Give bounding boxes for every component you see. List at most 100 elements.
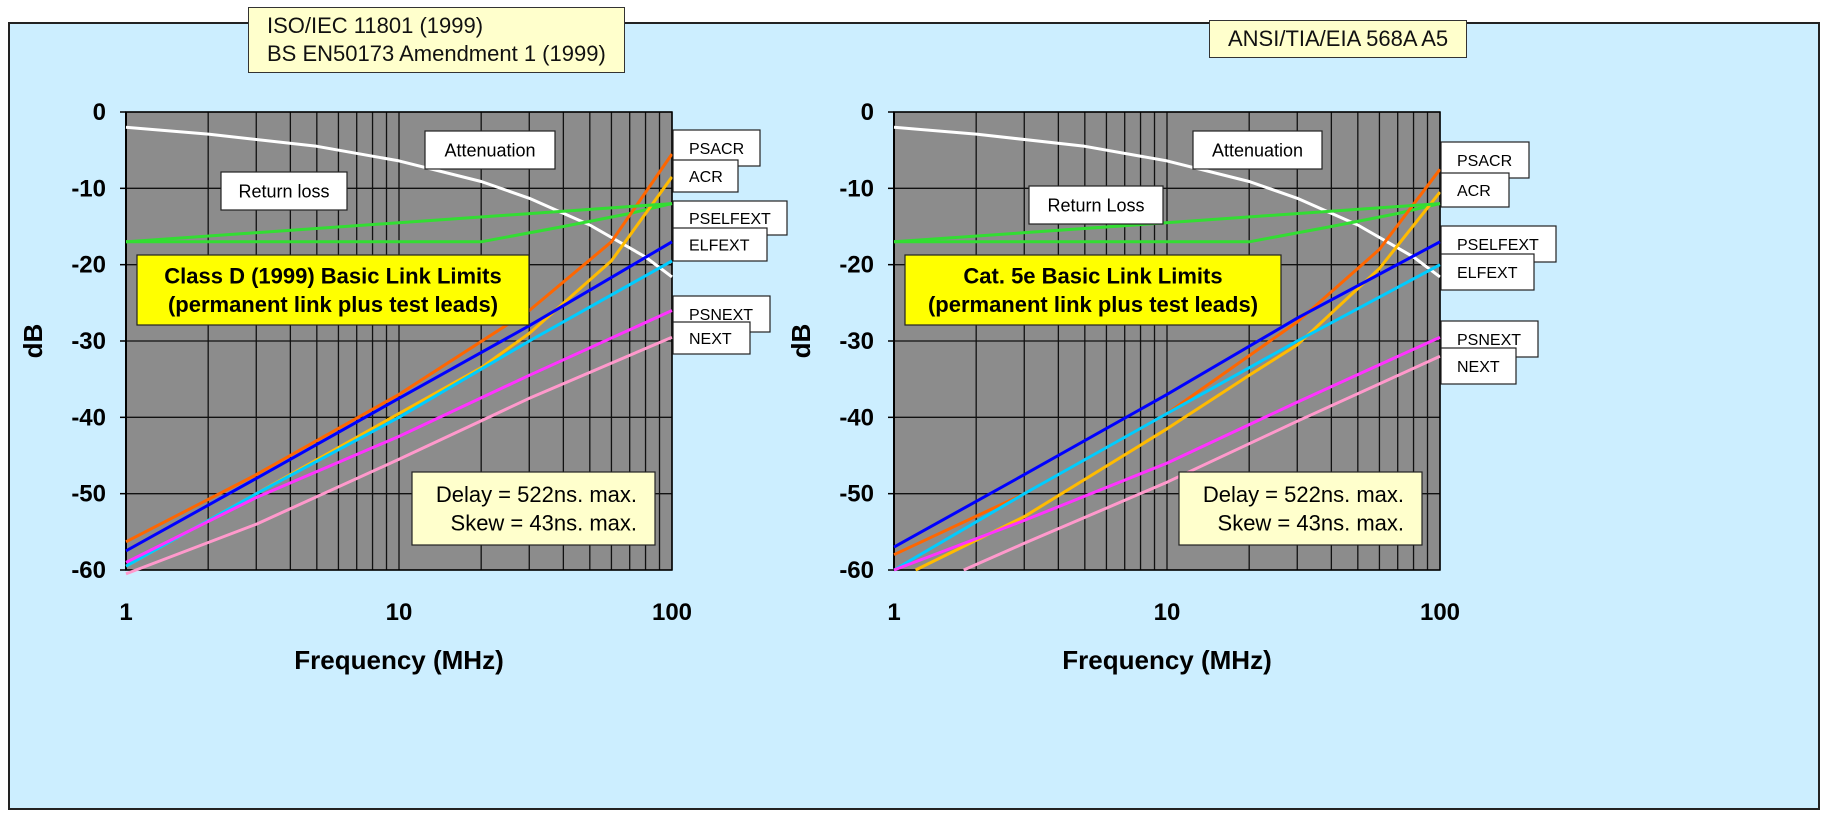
series-line-pselfext bbox=[893, 202, 1441, 244]
legend-tag: ELFEXT bbox=[1440, 253, 1535, 291]
x-tick-label: 10 bbox=[386, 599, 413, 626]
series-line-return-loss bbox=[126, 202, 673, 244]
series-line-elfext bbox=[125, 240, 673, 553]
standard-line: ISO/IEC 11801 (1999) bbox=[267, 13, 484, 38]
plot-border bbox=[893, 111, 1441, 571]
legend-tag-text: NEXT bbox=[1457, 359, 1500, 376]
attenuation-label-text: Attenuation bbox=[444, 140, 535, 160]
y-tick-label: -30 bbox=[839, 328, 874, 355]
legend-tag-text: ACR bbox=[1457, 183, 1491, 200]
legend-tag: ACR bbox=[1440, 172, 1510, 208]
legend-tag-text: PSACR bbox=[1457, 153, 1512, 170]
series-line-next bbox=[893, 335, 1441, 572]
delay-skew-box-text: Skew = 43ns. max. bbox=[1218, 511, 1404, 536]
delay-skew-box-box bbox=[1178, 471, 1423, 546]
delay-skew-box-text: Skew = 43ns. max. bbox=[451, 511, 637, 536]
x-tick-label: 1 bbox=[119, 599, 132, 626]
limits-callout-text: (permanent link plus test leads) bbox=[928, 292, 1258, 317]
y-axis-title: dB bbox=[786, 324, 816, 359]
attenuation-label: Attenuation bbox=[424, 130, 556, 170]
chart-panel-2: 0 -10 -20 -30 -40 -50 -60 1 10 100 Frequency (MHz)… bbox=[786, 99, 1557, 675]
legend-tag-box bbox=[672, 227, 768, 262]
limits-callout: Cat. 5e Basic Link Limits (permanent link… bbox=[904, 254, 1282, 326]
legend-tag-text: PSELFEXT bbox=[689, 211, 771, 228]
y-tick-label: -20 bbox=[839, 252, 874, 279]
y-tick-label: 0 bbox=[861, 99, 874, 126]
legend-tag: NEXT bbox=[1440, 347, 1517, 385]
series-line-next bbox=[125, 335, 673, 576]
x-tick-label: 100 bbox=[1420, 599, 1460, 626]
delay-skew-box-text: Delay = 522ns. max. bbox=[1203, 482, 1404, 507]
standard-label-1: ISO/IEC 11801 (1999) BS EN50173 Amendmen… bbox=[248, 7, 625, 73]
y-tick-label: 0 bbox=[93, 99, 106, 126]
limits-callout-text: (permanent link plus test leads) bbox=[168, 292, 498, 317]
series-line-next bbox=[963, 354, 1441, 572]
series-group bbox=[125, 125, 674, 576]
legend-tag-text: PSNEXT bbox=[1457, 332, 1521, 349]
limits-callout: Class D (1999) Basic Link Limits (permane… bbox=[136, 254, 530, 326]
x-axis-title: Frequency (MHz) bbox=[1062, 645, 1271, 675]
y-axis-title: dB bbox=[18, 324, 48, 359]
series-line-elfext bbox=[893, 240, 1441, 549]
y-tick-label: -50 bbox=[839, 481, 874, 508]
series-line-attenuation bbox=[893, 125, 1441, 279]
legend-tag-text: PSELFEXT bbox=[1457, 237, 1539, 254]
series-line-acr bbox=[914, 191, 1442, 572]
standard-line: BS EN50173 Amendment 1 (1999) bbox=[267, 41, 606, 66]
limits-callout-box bbox=[136, 254, 530, 326]
legend-tag: ELFEXT bbox=[672, 227, 768, 262]
y-tick-label: -20 bbox=[71, 252, 106, 279]
return-loss-label: Return loss bbox=[220, 171, 348, 211]
return-loss-label-text: Return loss bbox=[238, 181, 329, 201]
y-tick-label: -50 bbox=[71, 481, 106, 508]
attenuation-label-box bbox=[1192, 130, 1323, 170]
legend-tag-box bbox=[1440, 172, 1510, 208]
delay-skew-box-text: Delay = 522ns. max. bbox=[436, 482, 637, 507]
legend-tag-text: NEXT bbox=[689, 331, 732, 348]
series-group bbox=[893, 125, 1442, 572]
standard-line: ANSI/TIA/EIA 568A A5 bbox=[1228, 26, 1449, 51]
series-line-attenuation bbox=[125, 125, 673, 279]
return-loss-label-box bbox=[220, 171, 348, 211]
legend-tag-text: PSNEXT bbox=[689, 307, 753, 324]
attenuation-label-text: Attenuation bbox=[1212, 140, 1303, 160]
x-axis-title: Frequency (MHz) bbox=[294, 645, 503, 675]
x-tick-label: 10 bbox=[1154, 599, 1181, 626]
return-loss-label: Return Loss bbox=[1028, 185, 1164, 225]
return-loss-label-text: Return Loss bbox=[1047, 195, 1144, 215]
y-tick-label: -30 bbox=[71, 328, 106, 355]
delay-skew-box: Delay = 522ns. max. Skew = 43ns. max. bbox=[411, 471, 656, 546]
legend-tag-box bbox=[1440, 253, 1535, 291]
x-tick-label: 100 bbox=[652, 599, 692, 626]
attenuation-label-box bbox=[424, 130, 556, 170]
chart-panel-1: 0 -10 -20 -30 -40 -50 -60 1 10 100 Frequency (MHz)… bbox=[18, 99, 788, 675]
legend-tag-box bbox=[672, 321, 751, 355]
y-tick-label: -60 bbox=[839, 557, 874, 584]
return-loss-label-box bbox=[1028, 185, 1164, 225]
y-tick-label: -40 bbox=[71, 404, 106, 431]
legend-tag: ACR bbox=[672, 159, 739, 193]
y-tick-label: -40 bbox=[839, 404, 874, 431]
legend-tag-text: PSACR bbox=[689, 141, 744, 158]
attenuation-label: Attenuation bbox=[1192, 130, 1323, 170]
y-tick-label: -10 bbox=[839, 175, 874, 202]
legend-tag-text: ELFEXT bbox=[689, 238, 750, 255]
legend-tag-text: ELFEXT bbox=[1457, 265, 1518, 282]
y-tick-label: -60 bbox=[71, 557, 106, 584]
limits-callout-text: Class D (1999) Basic Link Limits bbox=[164, 263, 501, 288]
series-line-psacr bbox=[893, 168, 1442, 557]
legend-tag-box bbox=[672, 159, 739, 193]
standard-label-2: ANSI/TIA/EIA 568A A5 bbox=[1209, 20, 1468, 58]
delay-skew-box: Delay = 522ns. max. Skew = 43ns. max. bbox=[1178, 471, 1423, 546]
series-line-next bbox=[125, 309, 673, 564]
limits-callout-box bbox=[904, 254, 1282, 326]
y-tick-label: -10 bbox=[71, 175, 106, 202]
series-line-return-loss bbox=[894, 202, 1441, 244]
limits-callout-text: Cat. 5e Basic Link Limits bbox=[963, 263, 1222, 288]
series-line-psnext bbox=[893, 263, 1441, 572]
delay-skew-box-box bbox=[411, 471, 656, 546]
x-tick-label: 1 bbox=[887, 599, 900, 626]
legend-tag: NEXT bbox=[672, 321, 751, 355]
plot-border bbox=[125, 111, 673, 571]
